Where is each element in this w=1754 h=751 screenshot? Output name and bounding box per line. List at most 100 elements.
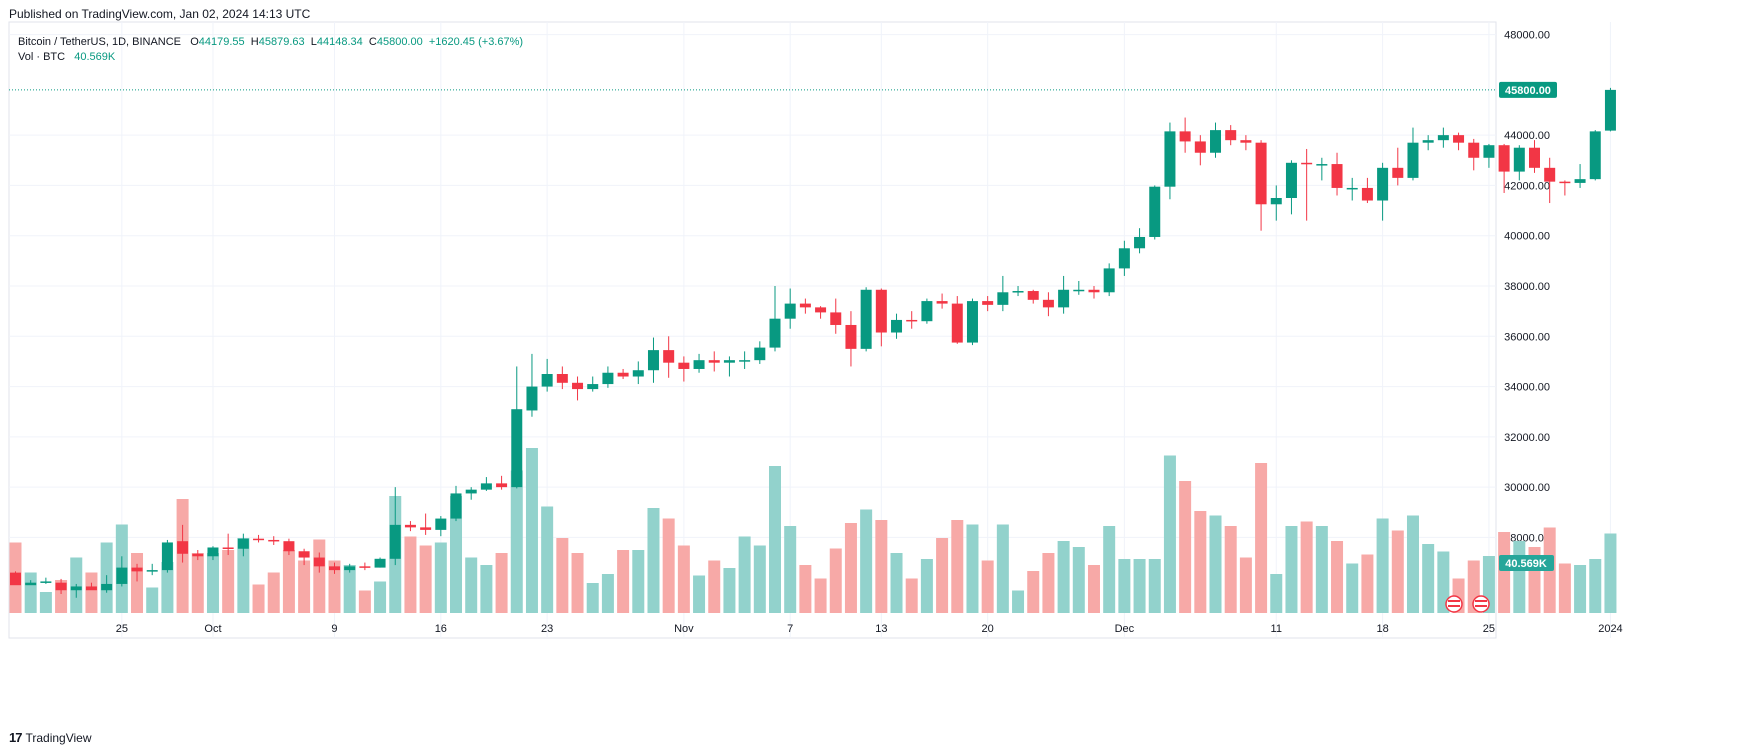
candle-body: [966, 301, 978, 343]
candle-body: [693, 360, 705, 369]
volume-bar: [1118, 559, 1131, 613]
volume-bar: [541, 506, 554, 613]
price-tick-label: 40000.00: [1504, 231, 1550, 243]
volume-bar: [480, 565, 493, 613]
volume-bar: [131, 553, 144, 613]
time-tick-label: Oct: [204, 623, 221, 635]
volume-bar: [677, 545, 690, 613]
candle-body: [708, 360, 720, 363]
candle-body: [1468, 142, 1480, 158]
candle-body: [921, 301, 933, 322]
volume-bar: [1331, 541, 1344, 613]
candle-body: [85, 586, 97, 591]
candle-body: [1103, 268, 1115, 293]
volume-bar: [966, 524, 979, 613]
volume-bar: [39, 592, 52, 613]
volume-bar: [829, 548, 842, 613]
price-tick-label: 34000.00: [1504, 382, 1550, 394]
candle-body: [55, 582, 67, 591]
volume-bar: [419, 545, 432, 613]
candle-body: [1027, 291, 1039, 300]
candle-body: [830, 312, 842, 325]
price-tick-label: 38000.00: [1504, 281, 1550, 293]
volume-bar: [632, 550, 645, 613]
legend-volume-label: Vol · BTC: [18, 51, 66, 63]
candle-body: [207, 547, 219, 557]
legend-open-value: 44179.55: [198, 36, 245, 48]
volume-bar: [282, 550, 295, 613]
candle-body: [1574, 179, 1586, 183]
candle-body: [739, 360, 751, 362]
candle-body: [860, 289, 872, 349]
candle-body: [1346, 187, 1358, 190]
volume-bar: [1042, 553, 1055, 613]
volume-bar: [1513, 541, 1526, 613]
time-tick-label: Dec: [1115, 623, 1135, 635]
candle-body: [1240, 140, 1252, 143]
candle-body: [1042, 299, 1054, 308]
candle-body: [1437, 135, 1449, 141]
volume-bar: [1072, 547, 1085, 613]
candle-body: [1134, 236, 1146, 249]
candle-body: [1316, 164, 1328, 166]
time-tick-label: 7: [787, 623, 793, 635]
candle-body: [1422, 140, 1434, 143]
volume-bar: [1574, 565, 1587, 613]
price-tick-label: 44000.00: [1504, 130, 1550, 142]
candle-body: [161, 542, 173, 571]
volume-bar: [860, 509, 873, 613]
candle-body: [1361, 187, 1373, 201]
time-tick-label: Nov: [674, 623, 694, 635]
price-tick-label: 48000.00: [1504, 30, 1550, 42]
volume-bar: [1558, 563, 1571, 613]
candle-body: [526, 386, 538, 411]
candle-body: [1255, 142, 1267, 205]
candle-body: [1012, 291, 1024, 293]
candle-body: [1377, 167, 1389, 201]
volume-bar: [1179, 481, 1192, 613]
candle-body: [556, 374, 568, 383]
candle-body: [663, 350, 675, 363]
candle-body: [389, 524, 401, 559]
candle-body: [815, 307, 827, 313]
last-price-badge: [1499, 81, 1557, 98]
volume-bar: [920, 559, 933, 613]
legend-low-label: L: [310, 36, 317, 48]
time-tick-label: 16: [435, 623, 447, 635]
volume-bar: [556, 538, 569, 613]
price-tick-label: 36000.00: [1504, 331, 1550, 343]
candle-body: [541, 374, 553, 387]
candle-body: [784, 303, 796, 319]
volume-bar: [404, 536, 417, 613]
volume-bar: [1437, 551, 1450, 613]
candle-body: [647, 350, 659, 371]
volume-bar: [495, 553, 508, 613]
time-tick-label: 18: [1376, 623, 1388, 635]
volume-bar: [1406, 515, 1419, 613]
legend-close-label: C: [368, 36, 377, 48]
candle-body: [723, 360, 735, 363]
legend-change: +1620.45 (+3.67%): [428, 36, 524, 48]
time-tick-label: 11: [1271, 623, 1282, 635]
candle-body: [891, 319, 903, 333]
candle-body: [936, 301, 948, 304]
volume-bar: [1194, 511, 1207, 613]
volume-bar: [1012, 590, 1025, 613]
legend-price-row: Bitcoin / TetherUS, 1D, BINANCE O44179.5…: [18, 35, 523, 50]
candle-body: [632, 370, 644, 377]
tradingview-logo-text: TradingView: [25, 730, 92, 745]
volume-bar: [936, 538, 949, 613]
legend-volume-value: 40.569K: [74, 51, 116, 63]
tradingview-logo-icon: 17: [9, 730, 23, 745]
candle-body: [146, 570, 158, 572]
volume-bar: [875, 520, 888, 613]
volume-bar: [890, 553, 903, 613]
candle-body: [1285, 162, 1297, 198]
candle-body: [875, 289, 887, 333]
legend-symbol: Bitcoin / TetherUS, 1D, BINANCE: [18, 36, 182, 48]
volume-bar: [601, 574, 614, 613]
candle-body: [1194, 141, 1206, 153]
tradingview-footer: 17 TradingView: [9, 730, 92, 745]
volume-bar: [313, 539, 326, 613]
